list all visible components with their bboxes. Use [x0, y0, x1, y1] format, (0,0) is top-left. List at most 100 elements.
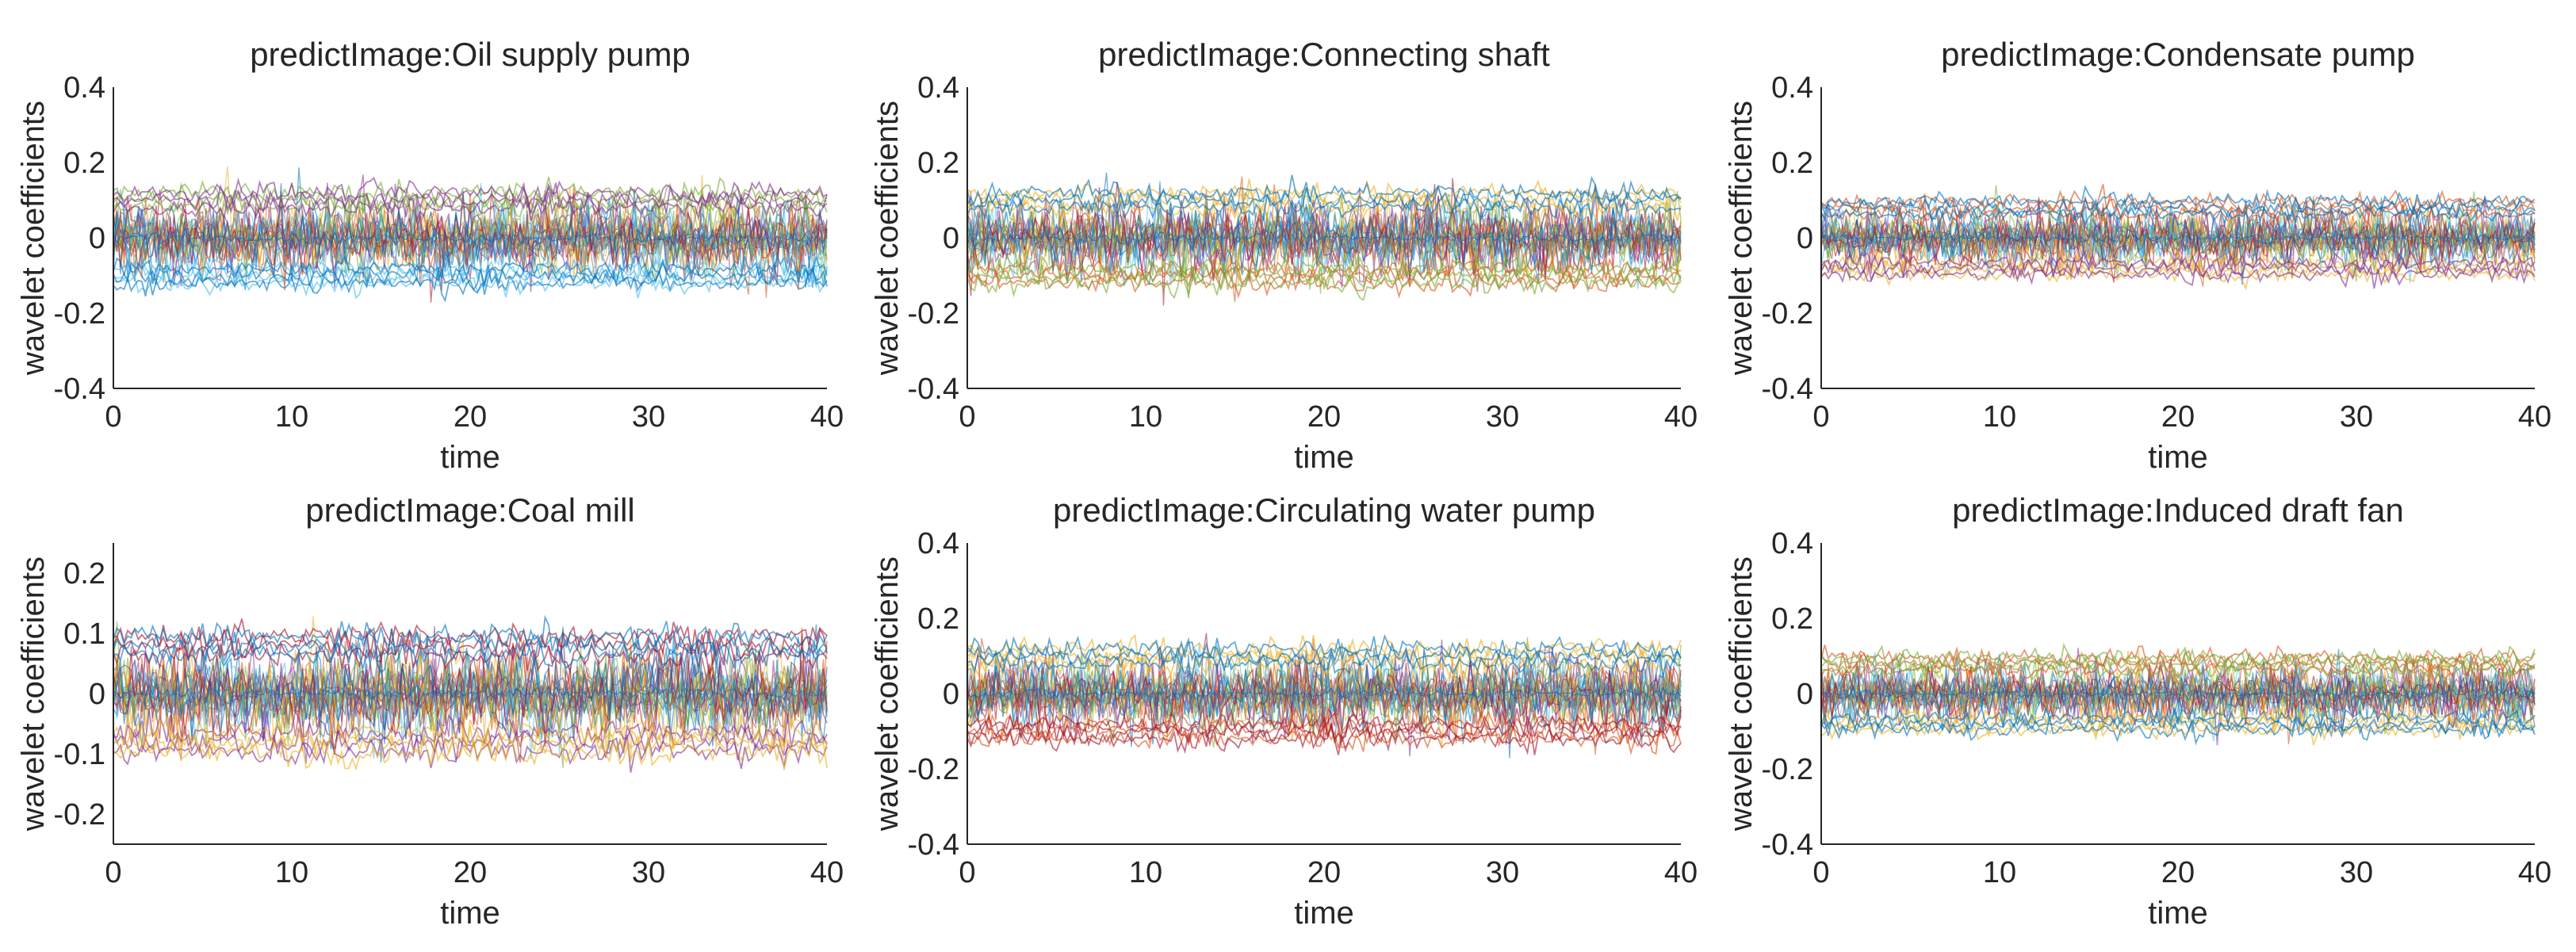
- y-tick-label: 0.4: [63, 71, 105, 105]
- y-tick-label: 0: [943, 678, 959, 711]
- signal-trace: [966, 652, 1682, 745]
- x-tick-label: 40: [1664, 400, 1698, 434]
- y-tick-label: -0.1: [54, 738, 105, 771]
- x-tick-label: 10: [1129, 856, 1162, 889]
- subplot-induced-draft-fan: predictImage:Induced draft fan 0 10 20 3…: [1724, 491, 2551, 931]
- signal-trace: [1820, 656, 2536, 684]
- y-ticks: -0.4 -0.2 0 0.2 0.4: [908, 527, 959, 862]
- x-tick-label: 10: [1983, 400, 2016, 434]
- signal-trace: [113, 732, 828, 771]
- y-tick-label: -0.2: [908, 753, 959, 786]
- signal-traces: [966, 633, 1682, 759]
- y-tick-label: -0.4: [908, 373, 959, 406]
- signal-trace: [1820, 704, 2536, 732]
- subplot-circulating-water-pump: predictImage:Circulating water pump 0 10…: [870, 491, 1698, 931]
- signal-trace: [113, 624, 828, 748]
- x-tick-label: 30: [1486, 856, 1519, 889]
- chart-title: predictImage:Coal mill: [305, 491, 635, 529]
- x-tick-label: 0: [1812, 856, 1829, 889]
- x-tick-label: 10: [1129, 400, 1162, 434]
- signal-trace: [1820, 194, 2536, 223]
- signal-trace: [1820, 262, 2536, 289]
- signal-traces: [1820, 184, 2536, 291]
- signal-trace: [966, 649, 1682, 681]
- y-tick-label: 0.4: [1771, 527, 1813, 560]
- y-axis-label: wavelet coefficients: [870, 556, 905, 832]
- x-axis-label: time: [2148, 440, 2208, 475]
- x-tick-label: 10: [275, 856, 308, 889]
- y-ticks: -0.4 -0.2 0 0.2 0.4: [1762, 71, 1813, 406]
- signal-trace: [113, 626, 828, 666]
- y-tick-label: -0.2: [908, 297, 959, 331]
- x-tick-label: 30: [2340, 856, 2373, 889]
- y-axis-label: wavelet coefficients: [870, 101, 905, 376]
- signal-trace: [966, 637, 1682, 733]
- signal-trace: [1820, 659, 2536, 746]
- x-tick-label: 0: [105, 856, 121, 889]
- signal-trace: [966, 636, 1682, 671]
- signal-trace: [966, 684, 1682, 700]
- signal-trace: [1820, 254, 2536, 282]
- x-tick-label: 20: [1307, 400, 1341, 434]
- x-ticks: 0 10 20 30 40: [959, 400, 1698, 434]
- signal-trace: [966, 257, 1682, 299]
- y-tick-label: -0.4: [1762, 373, 1813, 406]
- chart-title: predictImage:Oil supply pump: [250, 36, 691, 73]
- x-tick-label: 0: [105, 400, 121, 434]
- y-ticks: -0.4 -0.2 0 0.2 0.4: [1762, 527, 1813, 862]
- signal-trace: [1820, 185, 2536, 216]
- x-tick-label: 30: [1486, 400, 1519, 434]
- y-tick-label: 0.2: [63, 557, 105, 591]
- signal-trace: [966, 705, 1682, 744]
- x-tick-label: 40: [2518, 400, 2551, 434]
- y-axis-label: wavelet coefficients: [1724, 101, 1759, 376]
- y-tick-label: 0.2: [917, 602, 959, 636]
- y-tick-label: 0: [943, 222, 959, 255]
- x-axis-label: time: [1294, 896, 1354, 931]
- y-tick-label: -0.2: [1762, 753, 1813, 786]
- signal-trace: [966, 719, 1682, 755]
- signal-trace: [113, 265, 828, 303]
- signal-trace: [966, 227, 1682, 247]
- y-ticks: -0.4 -0.2 0 0.2 0.4: [54, 71, 105, 406]
- signal-trace: [113, 713, 828, 753]
- signal-trace: [1820, 258, 2536, 291]
- signal-trace: [113, 177, 828, 214]
- signal-trace: [966, 184, 1682, 215]
- signal-trace: [966, 191, 1682, 284]
- signal-traces: [966, 172, 1682, 306]
- signal-trace: [113, 193, 828, 303]
- signal-trace: [113, 177, 828, 216]
- y-axis-label: wavelet coefficients: [1724, 556, 1759, 832]
- subplot-oil-supply-pump: predictImage:Oil supply pump 0 10 20 30 …: [16, 36, 844, 475]
- signal-traces: [1820, 642, 2536, 746]
- x-tick-label: 20: [454, 856, 487, 889]
- x-ticks: 0 10 20 30 40: [1812, 856, 2551, 889]
- x-ticks: 0 10 20 30 40: [105, 856, 844, 889]
- y-tick-label: -0.2: [54, 798, 105, 832]
- y-tick-label: -0.2: [54, 297, 105, 331]
- x-tick-label: 0: [959, 856, 975, 889]
- x-tick-label: 10: [1983, 856, 2016, 889]
- y-tick-label: 0.2: [1771, 147, 1813, 180]
- signal-trace: [113, 614, 828, 655]
- subplot-connecting-shaft: predictImage:Connecting shaft 0 10 20 30…: [870, 36, 1698, 475]
- x-axis-label: time: [440, 896, 500, 931]
- chart-title: predictImage:Connecting shaft: [1098, 36, 1550, 73]
- signal-trace: [1820, 644, 2536, 671]
- signal-trace: [1820, 231, 2536, 244]
- signal-trace: [1820, 197, 2536, 272]
- x-axis-label: time: [2148, 896, 2208, 931]
- y-axis-label: wavelet coefficients: [16, 101, 51, 376]
- y-tick-label: 0.2: [1771, 602, 1813, 636]
- signal-trace: [1820, 642, 2536, 673]
- signal-trace: [966, 646, 1682, 747]
- signal-traces: [113, 166, 828, 303]
- chart-title: predictImage:Condensate pump: [1941, 36, 2415, 73]
- y-tick-label: -0.4: [1762, 828, 1813, 862]
- signal-trace: [1820, 717, 2536, 746]
- signal-trace: [1820, 250, 2536, 275]
- signal-trace: [1820, 715, 2536, 746]
- x-ticks: 0 10 20 30 40: [959, 856, 1698, 889]
